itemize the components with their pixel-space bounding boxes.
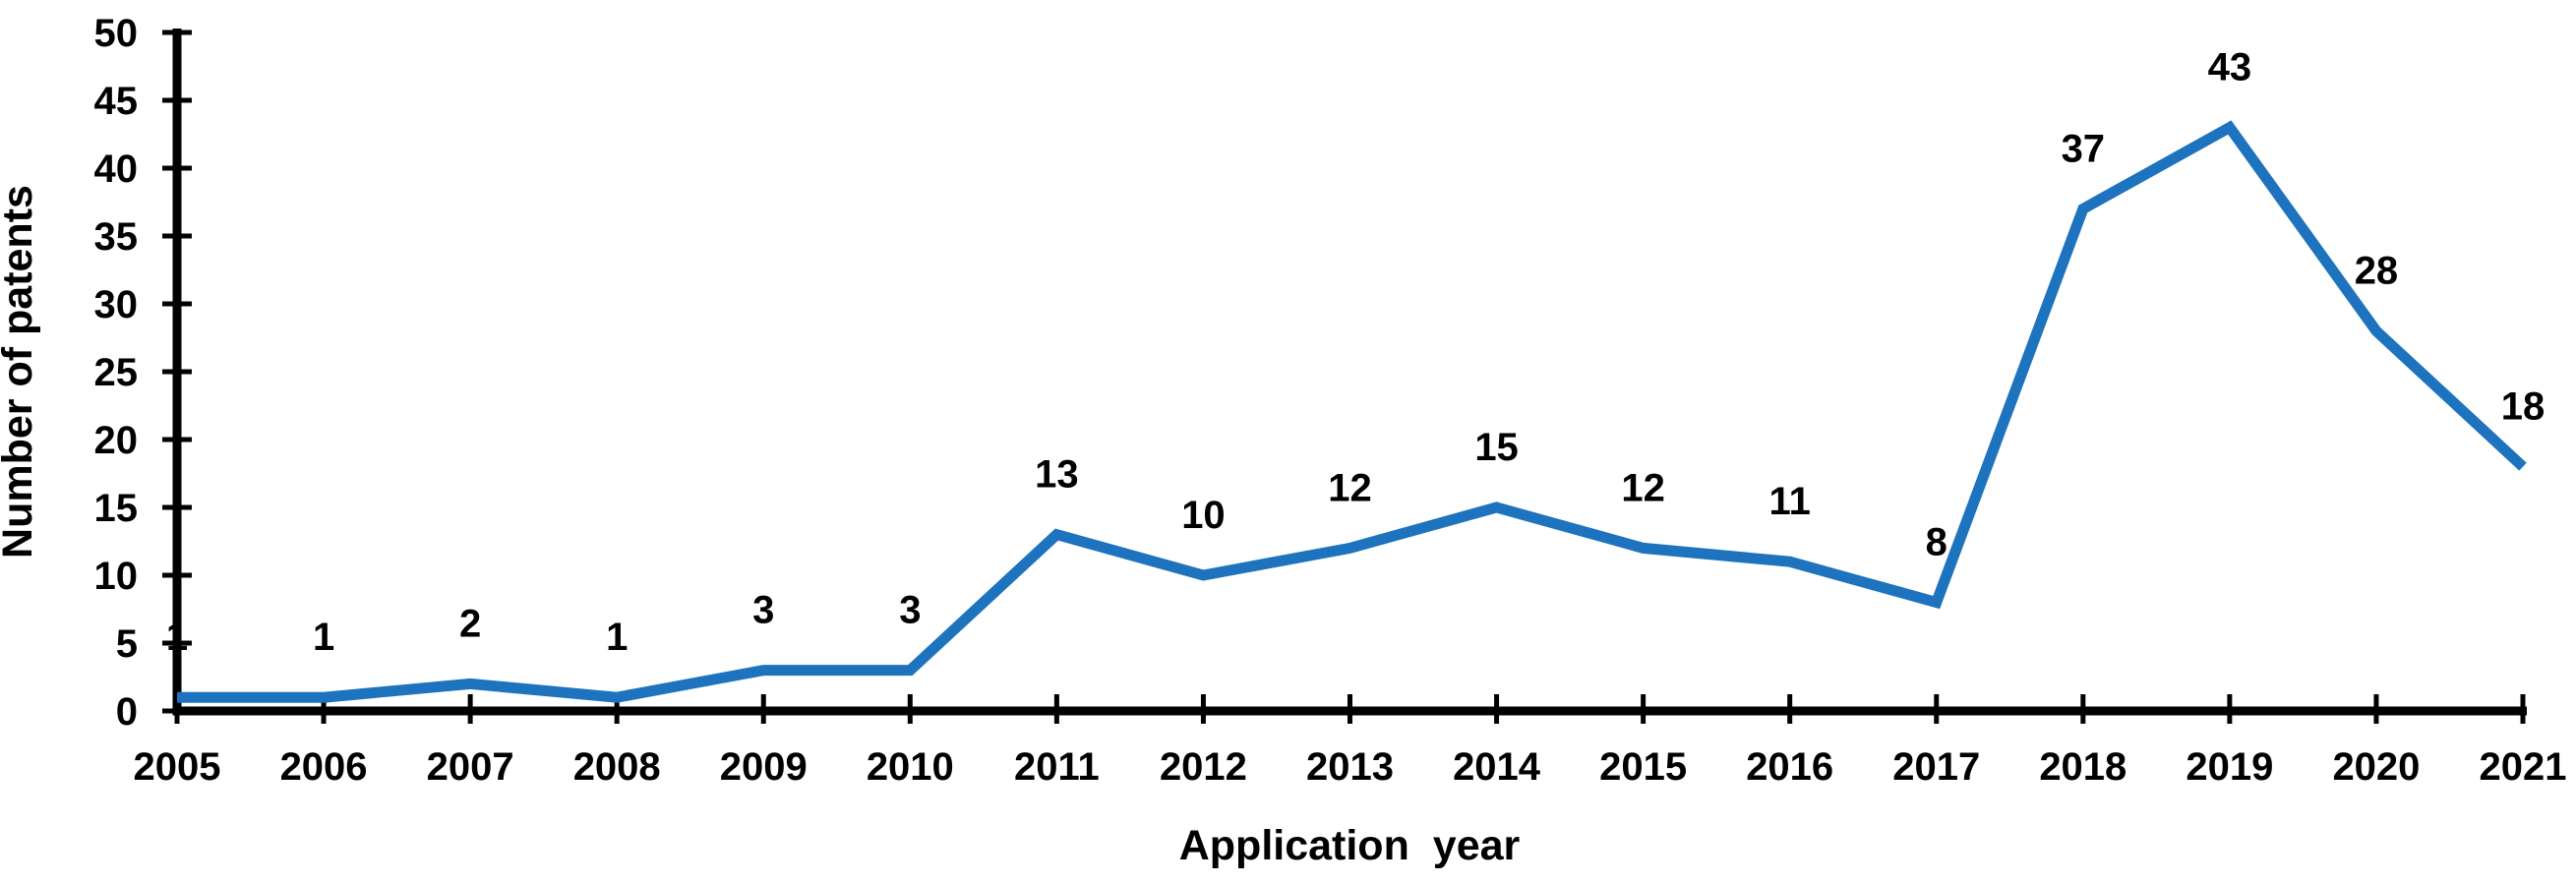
y-axis-title: Number of patents — [0, 185, 41, 559]
data-label: 11 — [1769, 480, 1811, 523]
y-tick-label: 45 — [94, 80, 139, 123]
data-label: 12 — [1328, 466, 1372, 509]
x-tick-label: 2021 — [2480, 745, 2567, 789]
axes-layer: 0 5 10 15 20 25 30 35 40 45 50 2005 2006 2007 2008 2009… — [94, 12, 2567, 789]
y-tick-label: 25 — [94, 351, 139, 394]
y-tick-label: 10 — [94, 555, 139, 598]
x-axis-title: Application year — [1179, 822, 1521, 869]
x-tick-label: 2019 — [2186, 745, 2273, 789]
x-tick-label: 2018 — [2039, 745, 2127, 789]
series-line — [177, 120, 2527, 703]
data-label: 43 — [2208, 46, 2252, 89]
data-label: 1 — [313, 616, 334, 659]
x-tick-label: 2006 — [280, 745, 368, 789]
x-tick-label: 2005 — [134, 745, 221, 789]
y-tick-label: 20 — [94, 419, 139, 462]
series-layer — [177, 120, 2527, 703]
data-label: 37 — [2062, 127, 2106, 170]
y-tick-label: 40 — [94, 148, 139, 191]
x-tick-label: 2009 — [720, 745, 808, 789]
y-tick-label: 5 — [116, 622, 138, 666]
data-label: 1 — [166, 616, 188, 659]
x-tick-label: 2011 — [1014, 745, 1100, 789]
y-tick-label: 30 — [94, 283, 139, 326]
data-label: 15 — [1474, 426, 1519, 469]
x-tick-label: 2020 — [2332, 745, 2420, 789]
y-tick-label: 0 — [116, 690, 138, 734]
data-label: 1 — [606, 616, 628, 659]
y-tick-label: 15 — [94, 487, 139, 530]
x-tick-label: 2008 — [573, 745, 661, 789]
data-label: 13 — [1035, 453, 1079, 497]
data-label: 8 — [1926, 521, 1947, 564]
x-tick-label: 2017 — [1892, 745, 1980, 789]
x-tick-label: 2015 — [1599, 745, 1687, 789]
data-label: 3 — [899, 589, 921, 632]
data-label: 3 — [752, 589, 774, 632]
data-label: 18 — [2501, 385, 2546, 429]
x-tick-label: 2012 — [1160, 745, 1247, 789]
data-label: 12 — [1621, 466, 1665, 509]
x-tick-label: 2014 — [1453, 745, 1541, 789]
data-label: 28 — [2355, 250, 2399, 293]
data-label: 2 — [459, 602, 481, 645]
data-label: 10 — [1181, 494, 1226, 537]
x-tick-label: 2016 — [1746, 745, 1833, 789]
y-tick-label: 35 — [94, 215, 139, 259]
y-tick-label: 50 — [94, 12, 139, 55]
x-tick-label: 2007 — [427, 745, 514, 789]
x-tick-label: 2010 — [867, 745, 954, 789]
x-tick-label: 2013 — [1306, 745, 1394, 789]
